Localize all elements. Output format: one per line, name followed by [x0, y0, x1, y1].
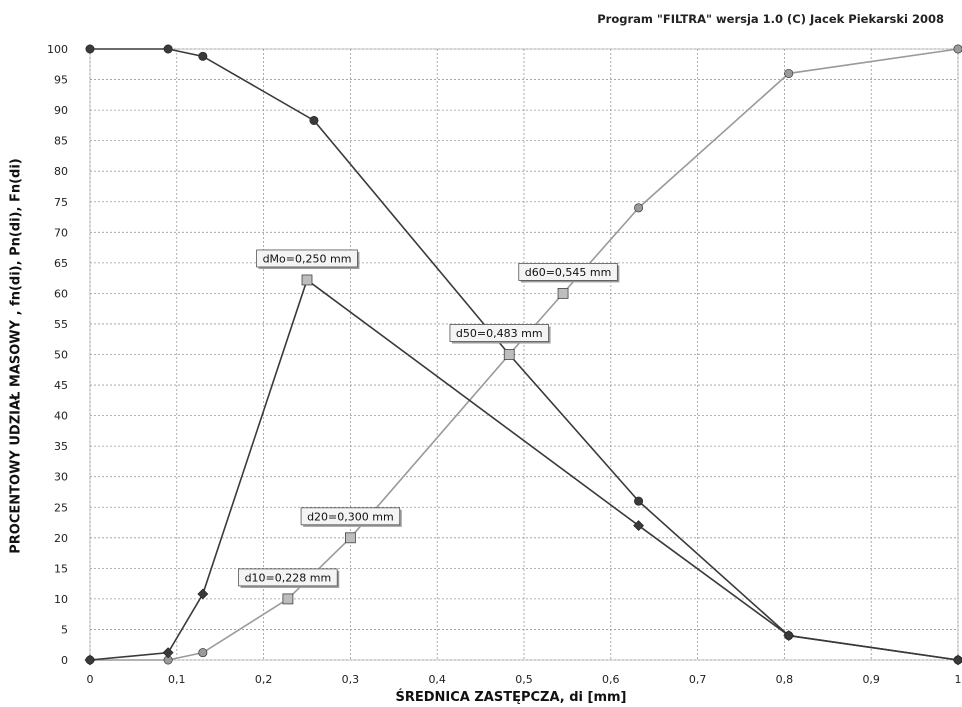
callout-marker — [282, 593, 294, 605]
x-tick-label: 0,5 — [515, 673, 533, 686]
x-tick-label: 0,8 — [776, 673, 794, 686]
data-point — [198, 648, 208, 658]
y-tick-label: 75 — [54, 196, 68, 209]
callout-label: dMo=0,250 mm — [263, 252, 352, 265]
callout-box — [256, 249, 358, 268]
y-tick-label: 65 — [54, 257, 68, 270]
x-tick-label: 1 — [955, 673, 962, 686]
grid — [89, 48, 959, 661]
data-point — [953, 44, 962, 54]
data-point — [633, 520, 645, 532]
y-tick-label: 30 — [54, 471, 68, 484]
callout: d10=0,228 mm — [238, 568, 340, 605]
callout-box — [238, 568, 338, 587]
series-line — [90, 48, 959, 661]
callout-layer: dMo=0,250 mm d60=0,545 mm d50=0,483 mm d20=… — [238, 249, 620, 605]
y-tick-label: 80 — [54, 165, 68, 178]
data-point — [952, 654, 962, 666]
y-tick-label: 25 — [54, 501, 68, 514]
y-tick-label: 20 — [54, 532, 68, 545]
data-point — [198, 51, 208, 61]
y-tick-label: 0 — [61, 654, 68, 667]
data-point — [85, 44, 95, 54]
y-tick-label: 50 — [54, 349, 68, 362]
data-point — [634, 203, 644, 213]
y-tick-label: 35 — [54, 440, 68, 453]
data-point — [162, 647, 174, 659]
y-tick-label: 85 — [54, 135, 68, 148]
x-tick-label: 0 — [87, 673, 94, 686]
x-tick-label: 0,3 — [342, 673, 360, 686]
callout-box — [518, 262, 618, 281]
series-line — [90, 48, 959, 661]
callout-label: d20=0,300 mm — [307, 510, 394, 523]
callout-marker — [344, 532, 356, 544]
data-point — [163, 44, 173, 54]
x-tick-label: 0,9 — [862, 673, 880, 686]
program-credit: Program "FILTRA" wersja 1.0 (C) Jacek Pi… — [597, 12, 944, 26]
callout-label: d50=0,483 mm — [456, 327, 543, 340]
callout: d50=0,483 mm — [449, 324, 551, 360]
x-tick-label: 0,6 — [602, 673, 620, 686]
data-point — [309, 115, 319, 125]
y-tick-label: 90 — [54, 104, 68, 117]
y-tick-label: 95 — [54, 74, 68, 87]
callout-marker — [557, 287, 569, 299]
callout-marker — [503, 349, 515, 360]
y-tick-label: 70 — [54, 226, 68, 239]
data-point — [84, 654, 96, 666]
x-tick-label: 0,4 — [428, 673, 446, 686]
callout-box — [449, 324, 549, 342]
callout: d60=0,545 mm — [518, 262, 620, 299]
y-tick-label: 15 — [54, 562, 68, 575]
x-axis-title: ŚREDNICA ZASTĘPCZA, di [mm] — [395, 690, 627, 705]
callout-label: d10=0,228 mm — [245, 571, 332, 584]
callout-label: d60=0,545 mm — [525, 266, 612, 279]
data-point — [783, 630, 795, 641]
y-tick-label: 55 — [54, 318, 68, 331]
data-point — [197, 588, 209, 600]
x-tick-label: 0,2 — [255, 673, 273, 686]
y-tick-label: 60 — [54, 287, 68, 300]
callout-box — [300, 507, 401, 526]
y-tick-label: 40 — [54, 410, 68, 423]
data-point — [784, 68, 794, 78]
y-tick-label: 45 — [54, 379, 68, 392]
callout-marker — [301, 274, 313, 286]
x-tick-label: 0,1 — [168, 673, 186, 686]
x-tick-label: 0,7 — [689, 673, 707, 686]
y-tick-label: 100 — [47, 43, 68, 56]
axes: 0510152025303540455055606570758085909510… — [47, 43, 962, 686]
y-tick-label: 10 — [54, 593, 68, 606]
callout: d20=0,300 mm — [300, 507, 402, 544]
y-tick-label: 5 — [61, 623, 68, 636]
data-point — [634, 496, 644, 506]
callout: dMo=0,250 mm — [256, 249, 360, 286]
